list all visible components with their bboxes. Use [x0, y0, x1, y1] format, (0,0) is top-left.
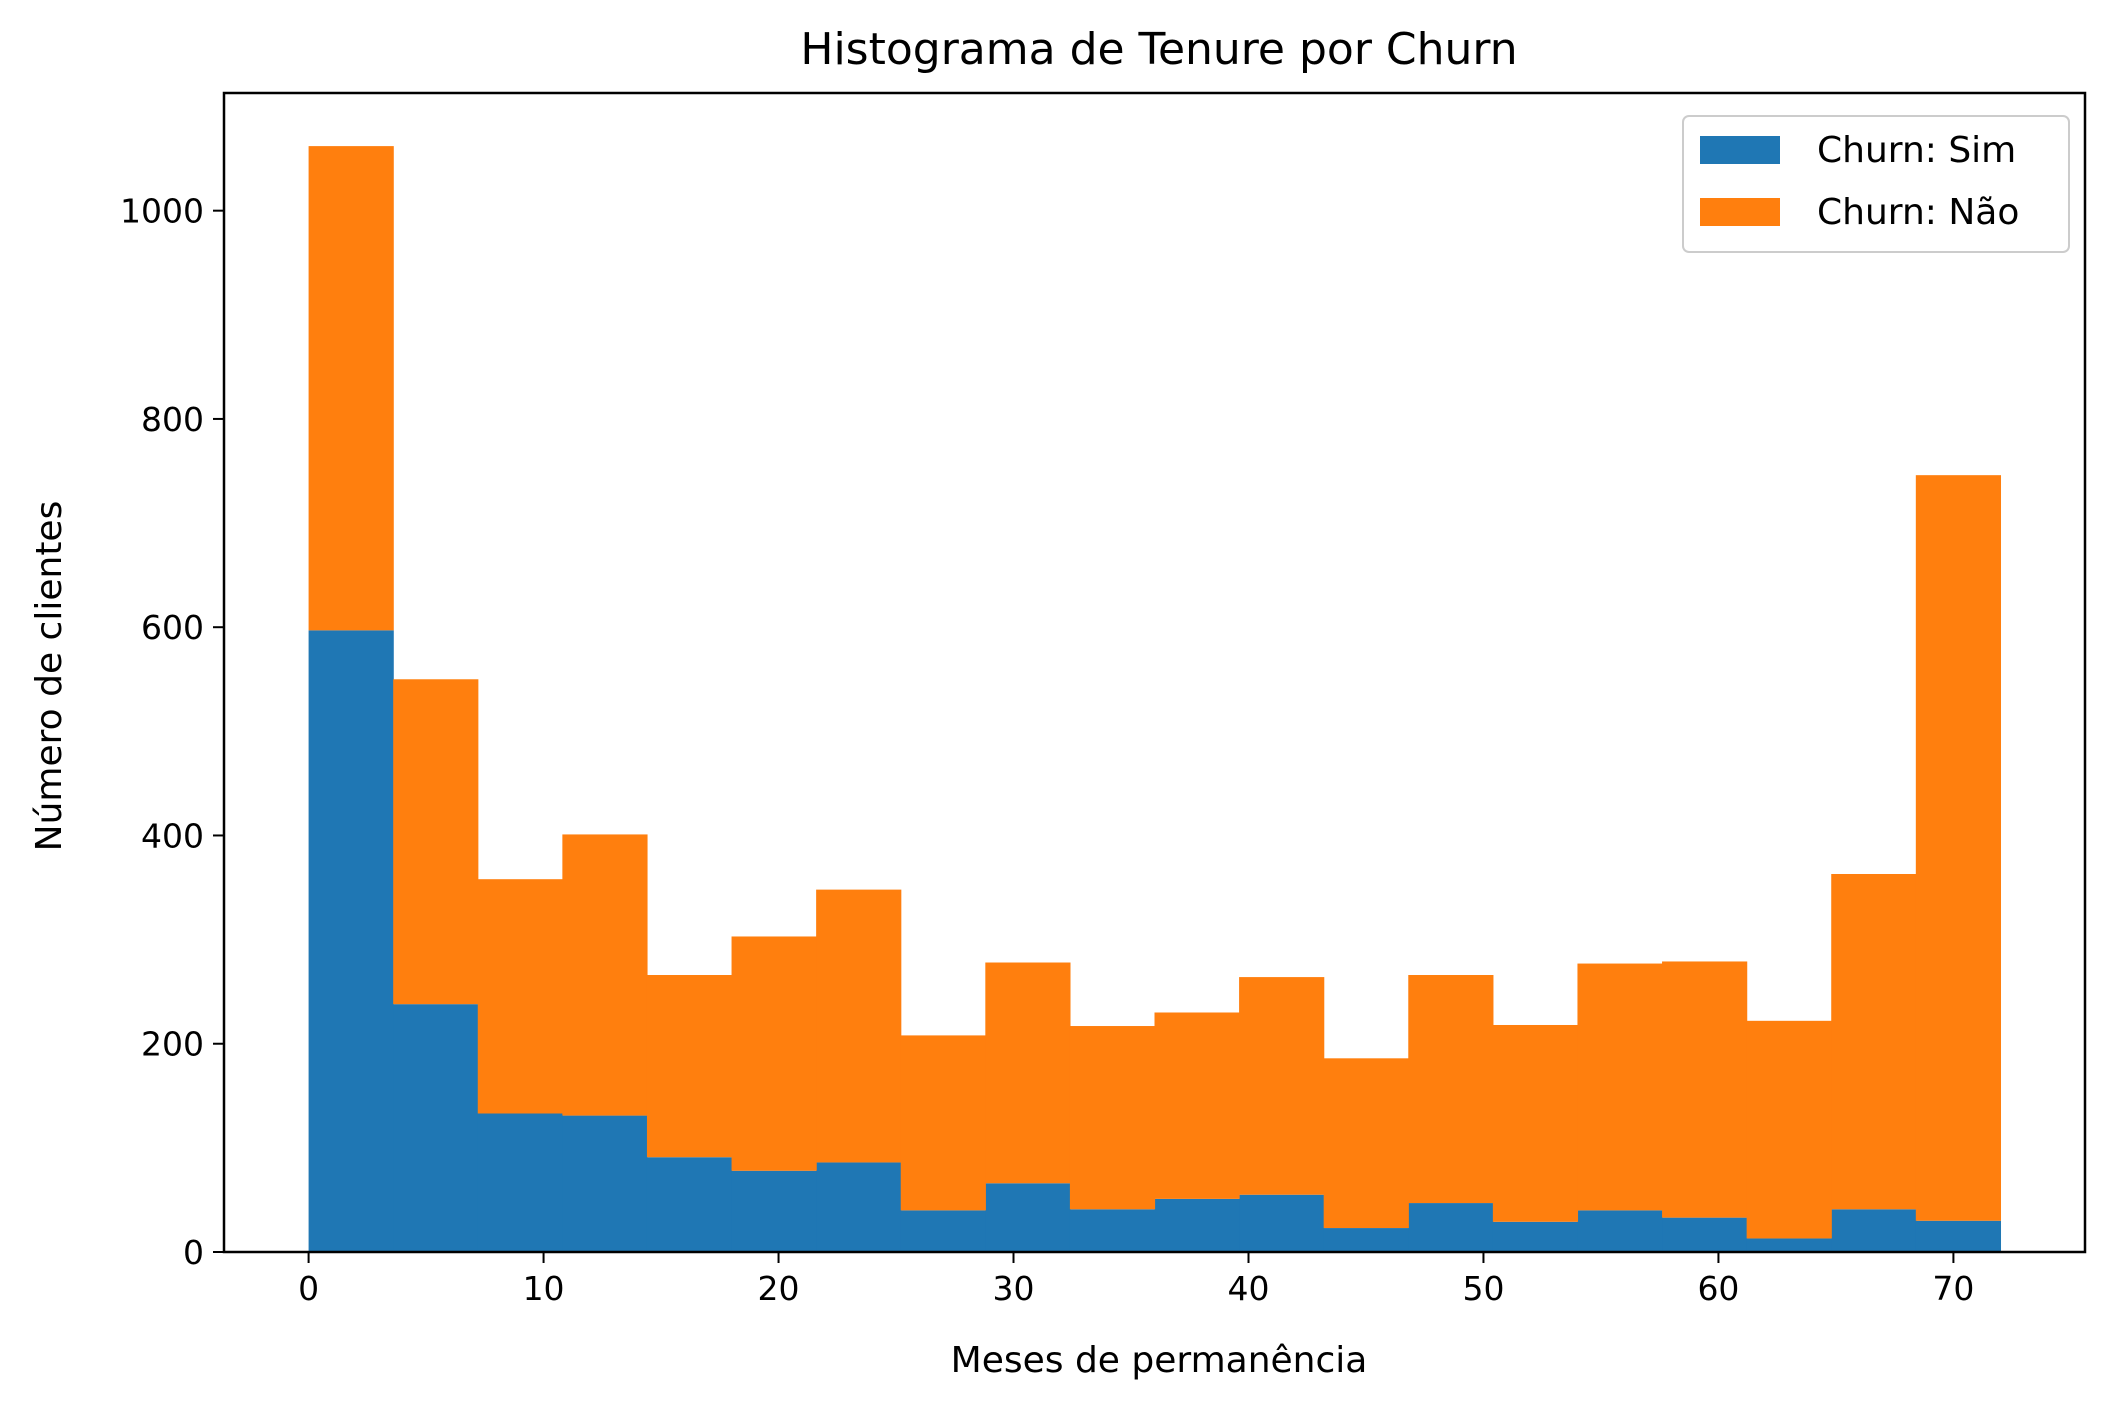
bar-churn-nao-bin-15: [1577, 963, 1663, 1211]
bar-churn-sim-bin-17: [1746, 1238, 1832, 1252]
x-axis-ticks: 0 10 20 30 40 50 60 70: [298, 1252, 1974, 1308]
bar-churn-nao-bin-8: [985, 962, 1071, 1184]
x-tick-label: 20: [758, 1269, 800, 1308]
y-axis-label: Número de clientes: [29, 501, 70, 852]
bar-churn-nao-bin-14: [1492, 1024, 1579, 1222]
bar-churn-sim-bin-9: [1069, 1209, 1156, 1252]
bar-churn-sim-bin-13: [1408, 1203, 1494, 1252]
bar-churn-nao-bin-3: [562, 834, 648, 1116]
x-tick-label: 30: [993, 1269, 1035, 1308]
bar-churn-sim-bin-16: [1662, 1217, 1748, 1252]
bar-churn-sim-bin-5: [731, 1170, 817, 1252]
bar-churn-sim-bin-7: [900, 1210, 986, 1252]
bars-group: [308, 146, 2002, 1252]
bar-churn-nao-bin-10: [1154, 1012, 1240, 1199]
chart-title: Histograma de Tenure por Churn: [800, 24, 1517, 75]
bar-churn-sim-bin-14: [1492, 1221, 1579, 1252]
legend: Churn: Sim Churn: Não: [1682, 115, 2070, 253]
y-tick-label: 0: [183, 1233, 204, 1272]
x-tick-label: 60: [1697, 1269, 1739, 1308]
legend-label-churn-nao: Churn: Não: [1817, 192, 2019, 233]
bar-churn-nao-bin-13: [1408, 975, 1494, 1204]
bar-churn-nao-bin-1: [393, 679, 479, 1005]
y-tick-label: 1000: [120, 192, 204, 231]
axes-frame: [222, 91, 2087, 1254]
x-tick-label: 40: [1227, 1269, 1269, 1308]
bar-churn-nao-bin-17: [1746, 1020, 1832, 1239]
bar-churn-sim-bin-11: [1239, 1194, 1325, 1252]
bar-churn-nao-bin-19: [1915, 475, 2002, 1221]
bar-churn-sim-bin-3: [562, 1115, 648, 1252]
bar-churn-sim-bin-10: [1154, 1198, 1240, 1252]
bar-churn-sim-bin-8: [985, 1183, 1071, 1252]
y-tick-label: 200: [141, 1025, 204, 1064]
bar-churn-nao-bin-5: [731, 936, 817, 1171]
bar-churn-nao-bin-16: [1662, 961, 1748, 1218]
bar-churn-sim-bin-18: [1831, 1209, 1917, 1252]
legend-swatch-churn-sim: [1700, 136, 1780, 164]
bar-churn-nao-bin-2: [477, 879, 563, 1114]
x-tick-label: 10: [523, 1269, 565, 1308]
y-tick-label: 400: [141, 816, 204, 855]
bar-churn-sim-bin-1: [393, 1004, 479, 1252]
bar-churn-sim-bin-4: [646, 1157, 733, 1252]
y-axis-ticks: 0 200 400 600 800 1000: [120, 192, 224, 1272]
bar-churn-nao-bin-18: [1831, 873, 1917, 1210]
y-tick-label: 800: [141, 400, 204, 439]
x-tick-label: 50: [1462, 1269, 1504, 1308]
x-tick-label: 0: [298, 1269, 319, 1308]
x-axis-label: Meses de permanência: [951, 1340, 1368, 1381]
bar-churn-nao-bin-4: [646, 975, 733, 1158]
bar-churn-sim-bin-15: [1577, 1210, 1663, 1252]
legend-swatch-churn-nao: [1700, 198, 1780, 226]
bar-churn-nao-bin-9: [1069, 1026, 1156, 1210]
bar-churn-sim-bin-6: [816, 1162, 902, 1252]
x-tick-label: 70: [1932, 1269, 1974, 1308]
bar-churn-sim-bin-2: [477, 1113, 563, 1252]
bar-churn-nao-bin-6: [816, 889, 902, 1163]
bar-churn-nao-bin-0: [308, 146, 394, 631]
y-tick-label: 600: [141, 608, 204, 647]
bar-churn-sim-bin-0: [308, 630, 394, 1252]
bar-churn-nao-bin-12: [1323, 1058, 1409, 1229]
bar-churn-sim-bin-12: [1323, 1228, 1409, 1252]
bar-churn-nao-bin-11: [1239, 977, 1325, 1195]
bar-churn-nao-bin-7: [900, 1035, 986, 1211]
legend-label-churn-sim: Churn: Sim: [1817, 130, 2016, 171]
bar-churn-sim-bin-19: [1915, 1220, 2002, 1252]
